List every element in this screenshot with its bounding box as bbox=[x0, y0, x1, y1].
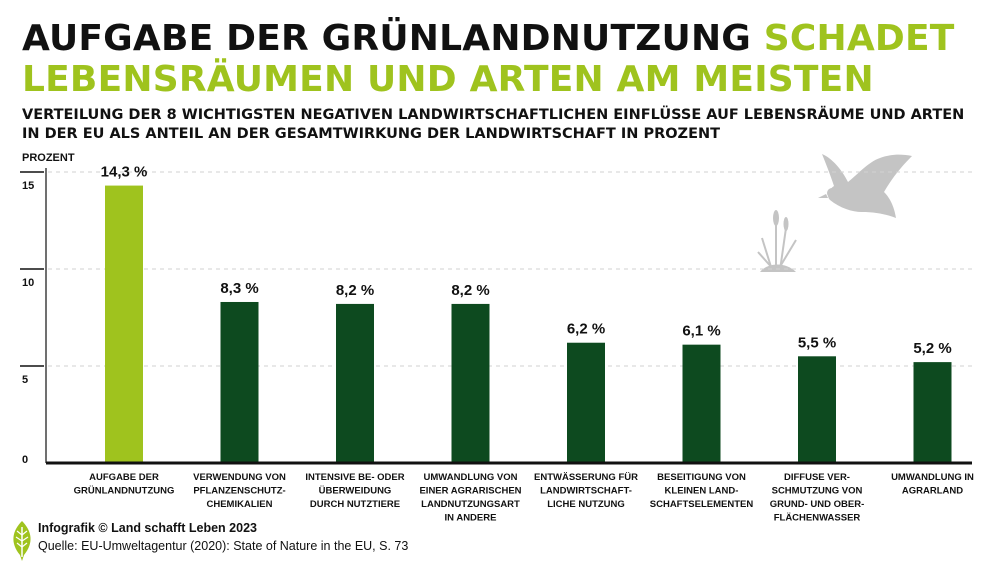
data-label: 8,3 % bbox=[220, 280, 258, 297]
bar bbox=[798, 356, 836, 463]
bar bbox=[682, 344, 721, 463]
x-tick-label: AUFGABE DER GRÜNLANDNUTZUNG bbox=[74, 472, 175, 497]
bar bbox=[220, 301, 259, 463]
x-tick-label: BESEITIGUNG VON KLEINEN LAND-SCHAFTSELEME… bbox=[650, 472, 754, 510]
chart-title: AUFGABE DER GRÜNLANDNUTZUNG SCHADET LEBE… bbox=[22, 18, 982, 100]
x-tick-label: DIFFUSE VER-SCHMUTZUNG VON GRUND- UND OBE… bbox=[770, 472, 864, 524]
x-tick-label: UMWANDLUNG VON EINER AGRARISCHEN LANDNUTZU… bbox=[419, 472, 521, 524]
chart-subtitle: VERTEILUNG DER 8 WICHTIGSTEN NEGATIVEN L… bbox=[22, 107, 965, 142]
title-part-black: AUFGABE DER GRÜNLANDNUTZUNG bbox=[22, 18, 764, 59]
bar bbox=[567, 342, 605, 463]
bar bbox=[336, 303, 374, 463]
y-tick-label: 0 bbox=[22, 454, 28, 466]
source-text: Quelle: EU-Umweltagentur (2020): State o… bbox=[38, 539, 409, 553]
y-tick-label: 15 bbox=[22, 180, 34, 192]
leaf-logo-icon bbox=[13, 521, 31, 561]
data-label: 8,2 % bbox=[451, 282, 489, 299]
bird-icon bbox=[818, 154, 912, 218]
reed-plant-icon bbox=[757, 210, 797, 272]
data-label: 6,2 % bbox=[567, 321, 605, 338]
x-tick-label: ENTWÄSSERUNG FÜR LANDWIRTSCHAFT-LICHE NUT… bbox=[534, 472, 638, 510]
title-part-green: SCHADET LEBENSRÄUMEN UND ARTEN AM MEISTE… bbox=[22, 18, 955, 100]
bar bbox=[451, 303, 490, 463]
y-tick-label: 5 bbox=[22, 374, 28, 386]
bar bbox=[913, 362, 952, 463]
y-tick-label: 10 bbox=[22, 277, 34, 289]
bar bbox=[105, 185, 143, 463]
x-tick-label: INTENSIVE BE- ODER ÜBERWEIDUNG DURCH NUTZT… bbox=[305, 472, 404, 510]
credit-text: Infografik © Land schafft Leben 2023 bbox=[38, 521, 257, 535]
y-axis-label: PROZENT bbox=[22, 152, 75, 164]
x-tick-label: UMWANDLUNG IN AGRARLAND bbox=[891, 472, 974, 497]
data-label: 5,5 % bbox=[798, 334, 836, 351]
x-tick-label: VERWENDUNG VON PFLANZENSCHUTZ-CHEMIKALIEN bbox=[193, 472, 286, 510]
data-label: 8,2 % bbox=[336, 282, 374, 299]
data-label: 14,3 % bbox=[101, 164, 148, 181]
data-label: 6,1 % bbox=[682, 323, 720, 340]
data-label: 5,2 % bbox=[913, 340, 951, 357]
